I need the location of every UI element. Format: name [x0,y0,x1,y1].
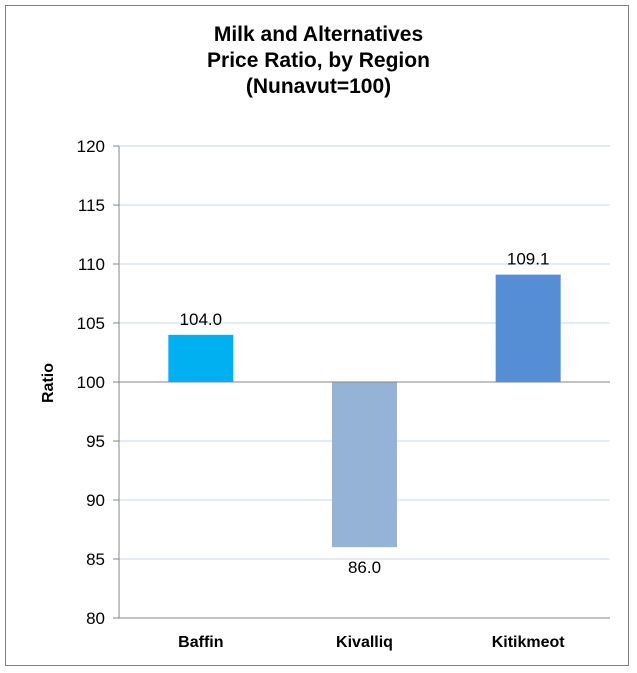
bar-kivalliq [332,382,397,548]
y-tick-label: 115 [78,196,105,215]
y-tick-label: 100 [77,373,105,392]
x-tick-label: Kitikmeot [492,634,566,651]
y-tick-label: 105 [77,314,105,333]
y-tick-label: 120 [77,137,105,156]
chart-title-line-1: Milk and Alternatives [213,23,424,46]
y-tick-label: 110 [78,255,105,274]
bar-baffin [168,334,234,382]
data-label: 109.1 [507,250,550,269]
y-tick-label: 90 [86,491,105,510]
chart-title: Milk and Alternatives Price Ratio, by Re… [0,22,637,100]
chart-title-line-3: (Nunavut=100) [245,75,392,98]
data-label: 86.0 [348,558,381,577]
y-tick-label: 85 [86,550,105,569]
data-label: 104.0 [180,310,223,329]
chart-title-line-2: Price Ratio, by Region [207,49,430,72]
y-tick-label: 80 [86,609,105,628]
x-tick-label: Kivalliq [336,634,393,651]
bar-kitikmeot [495,274,561,382]
x-tick-label: Baffin [178,634,223,651]
y-tick-label: 95 [86,432,105,451]
